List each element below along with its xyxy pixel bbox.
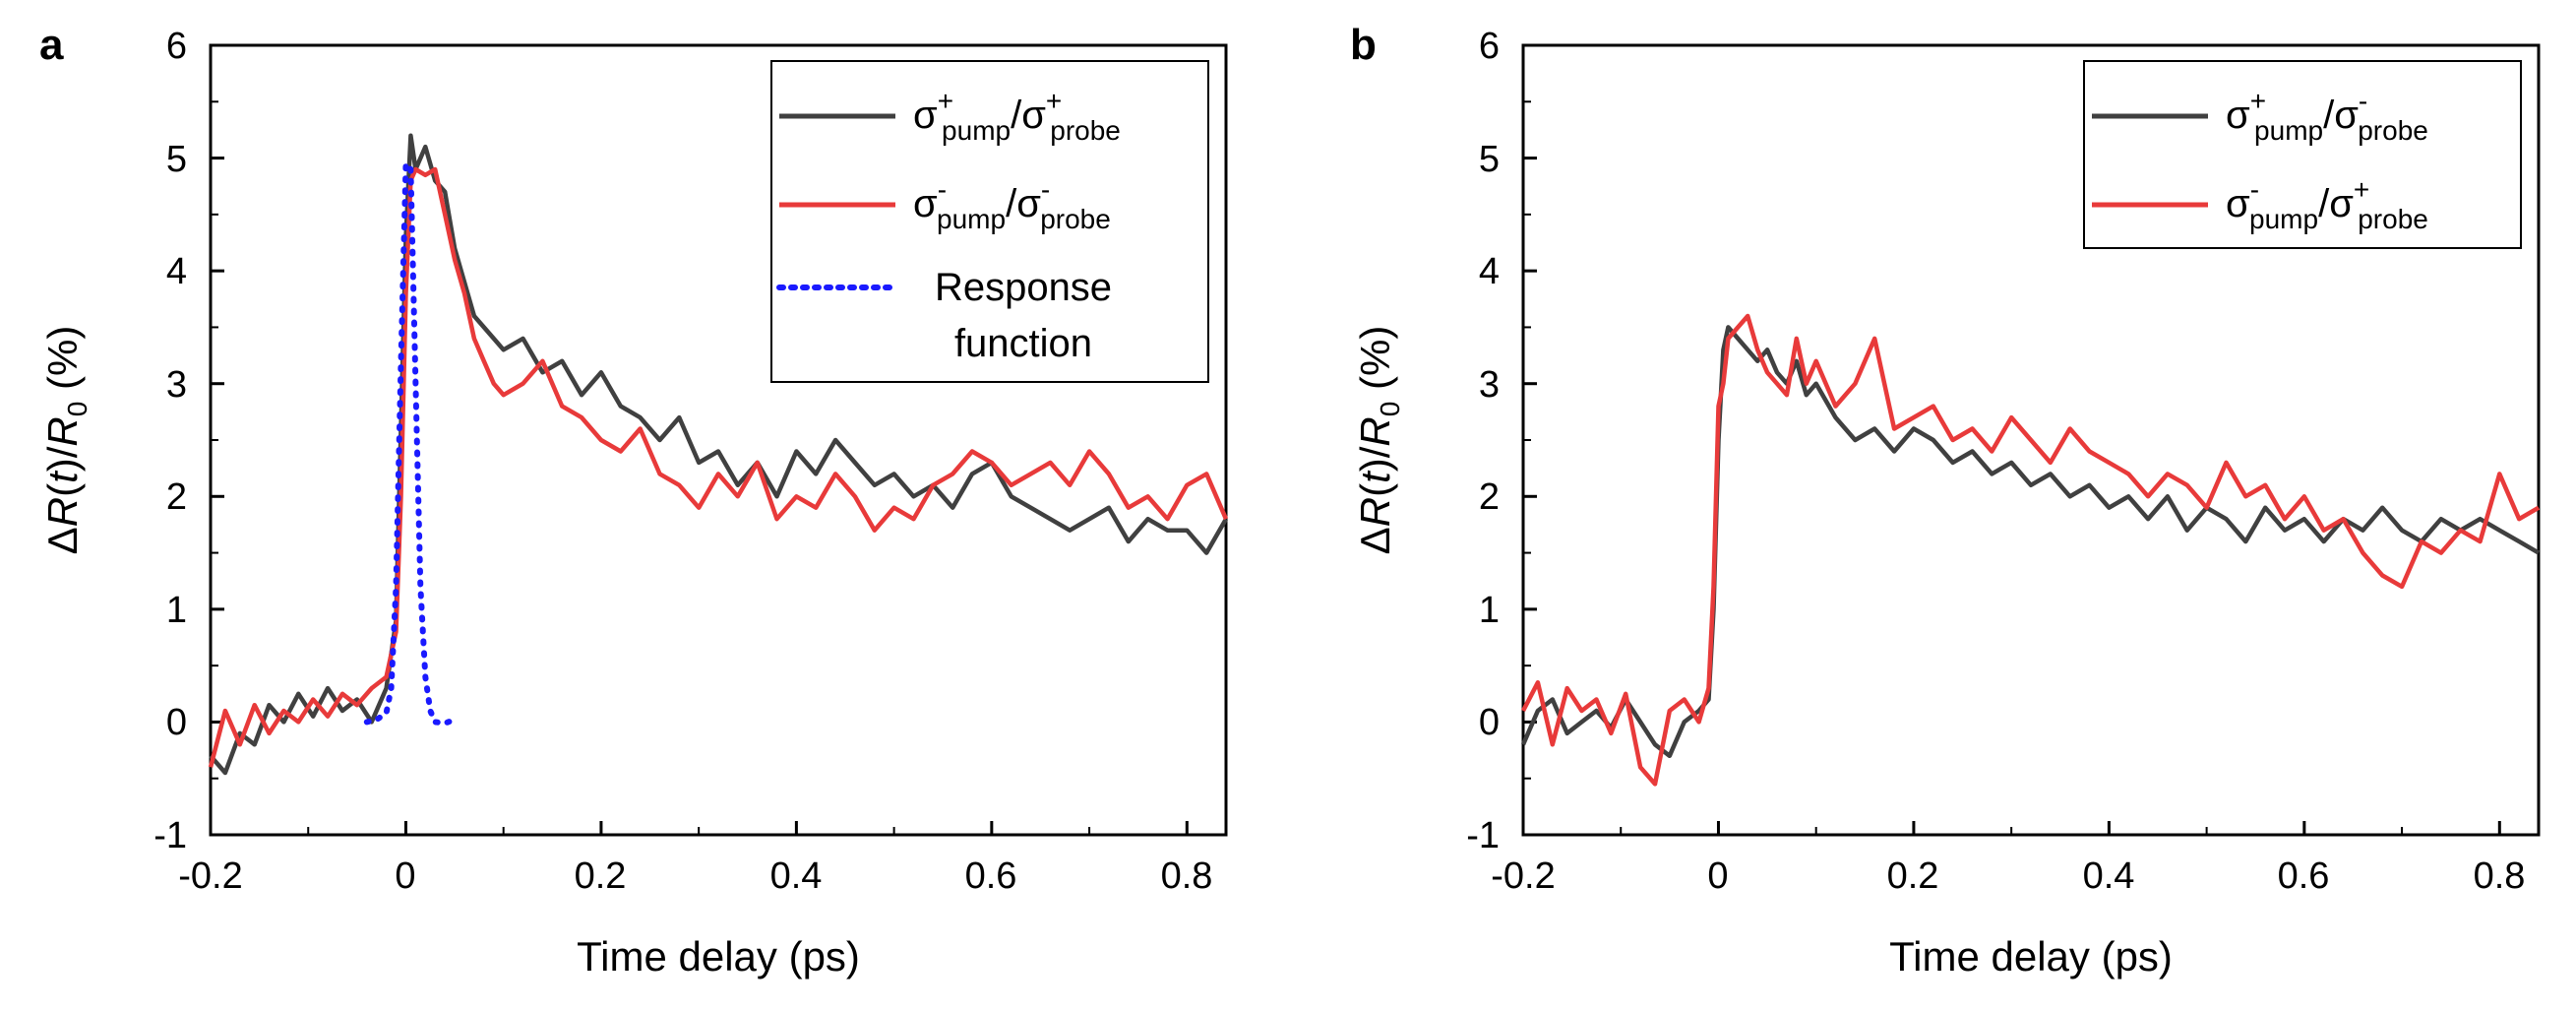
- y-tick-label: 2: [1479, 476, 1500, 518]
- x-axis-label: Time delay (ps): [1889, 933, 2173, 980]
- legend-entry: σ+ pump/σ+ probe: [913, 86, 1121, 146]
- x-tick-label: 0.8: [1161, 855, 1213, 897]
- y-tick-label: 0: [1479, 702, 1500, 743]
- x-tick-label: 0.6: [2278, 855, 2330, 897]
- legend-entry: σ-pump/σ+ probe: [2226, 174, 2428, 234]
- y-tick-label: -1: [153, 815, 187, 856]
- panel-a-ticks: [209, 43, 1189, 837]
- y-tick-label: 3: [1479, 364, 1500, 406]
- panel-b-legend: σ+ pump/σ-probe σ-pump/σ+ probe: [2083, 60, 2522, 249]
- x-axis-label: Time delay (ps): [577, 933, 860, 980]
- series-line-1: [209, 133, 1228, 776]
- panel-b-label: b: [1350, 21, 1377, 69]
- y-tick-label: 6: [1479, 26, 1500, 67]
- legend-entry: function: [954, 322, 1092, 365]
- y-tick-label: 4: [1479, 251, 1500, 292]
- series-line-2: [1521, 313, 2541, 787]
- x-tick-label: 0.8: [2474, 855, 2526, 897]
- panel-a-lines: [208, 133, 1229, 776]
- x-tick-label: 0: [1707, 855, 1728, 897]
- x-tick-label: 0.4: [770, 855, 823, 897]
- y-tick-label: 1: [166, 590, 187, 631]
- x-tick-label: 0.4: [2083, 855, 2135, 897]
- panel-b-lines: [1520, 313, 2541, 787]
- legend-entry: σ+ pump/σ-probe: [2226, 86, 2428, 146]
- panel-b: b -1 0 1 2 3 4 5 6 -0.2 0 0.2 0.4 0.6 0.…: [1350, 21, 2541, 980]
- y-tick-label: 3: [166, 364, 187, 406]
- y-tick-label: -1: [1466, 815, 1500, 856]
- series-line-1: [1520, 325, 2541, 759]
- y-tick-label: 1: [1479, 590, 1500, 631]
- panel-b-ticks: [1521, 43, 2501, 837]
- x-tick-label: 0.2: [575, 855, 627, 897]
- y-axis-label: ΔR(t)/R0 (%): [1352, 326, 1405, 555]
- panel-a-label: a: [39, 21, 64, 69]
- panel-a: a -1 0 1 2 3 4 5 6 -0.2 0 0.2 0.4 0.6 0.…: [39, 21, 1229, 980]
- x-tick-label: -0.2: [178, 855, 242, 897]
- legend-entry: σ-pump/σ-probe: [913, 174, 1111, 234]
- x-tick-label: 0.6: [965, 855, 1017, 897]
- panel-a-legend: σ+ pump/σ+ probe σ-pump/σ-probe Response f…: [770, 60, 1209, 383]
- y-tick-label: 6: [166, 26, 187, 67]
- x-tick-label: -0.2: [1491, 855, 1555, 897]
- y-tick-label: 4: [166, 251, 187, 292]
- x-tick-label: 0: [395, 855, 415, 897]
- y-tick-label: 5: [1479, 139, 1500, 180]
- y-axis-label: ΔR(t)/R0 (%): [39, 326, 92, 555]
- legend-entry: Response: [935, 266, 1112, 309]
- legend-box: [2083, 60, 2522, 249]
- y-tick-label: 0: [166, 702, 187, 743]
- series-line-3: [363, 160, 459, 727]
- x-tick-label: 0.2: [1887, 855, 1939, 897]
- series-line-2: [208, 166, 1229, 768]
- y-tick-label: 2: [166, 476, 187, 518]
- y-tick-label: 5: [166, 139, 187, 180]
